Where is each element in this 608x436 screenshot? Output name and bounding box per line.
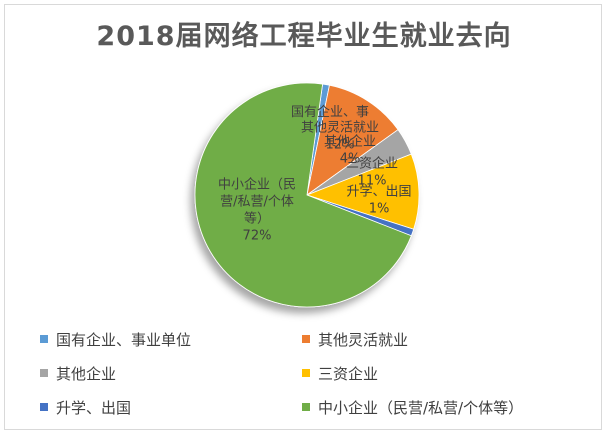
slice-data-label: 其他灵活就业 12%	[301, 121, 379, 153]
chart-legend: 国有企业、事业单位 其他灵活就业其他企业 三资企业升学、出国 中小企业（民营/私营/个…	[40, 328, 600, 418]
slice-data-label: 升学、出国 1%	[346, 184, 411, 217]
slice-data-label: 国有企业、事	[291, 104, 369, 120]
legend-item: 中小企业（民营/私营/个体等）	[302, 396, 564, 418]
legend-swatch	[40, 369, 48, 377]
legend-label: 升学、出国	[56, 398, 132, 417]
legend-label: 中小企业（民营/私营/个体等）	[318, 398, 524, 417]
legend-item: 其他企业	[40, 362, 302, 384]
legend-label: 三资企业	[318, 364, 379, 383]
slice-data-label: 其他企业 4%	[324, 134, 376, 167]
legend-item: 其他灵活就业	[302, 328, 564, 350]
legend-item: 三资企业	[302, 362, 564, 384]
pie-slice	[306, 84, 399, 196]
legend-item: 国有企业、事业单位	[40, 328, 302, 350]
legend-swatch	[40, 403, 48, 411]
chart-title: 2018届网络工程毕业生就业去向	[96, 21, 512, 52]
legend-item: 升学、出国	[40, 396, 302, 418]
pie-slice	[305, 153, 420, 230]
pie-slice	[194, 82, 412, 308]
legend-swatch	[302, 335, 310, 343]
slice-data-label: 三资企业 11%	[346, 156, 398, 189]
legend-label: 其他企业	[56, 364, 117, 383]
legend-swatch	[40, 335, 48, 343]
legend-label: 其他灵活就业	[318, 330, 409, 349]
legend-swatch	[302, 369, 310, 377]
legend-swatch	[302, 403, 310, 411]
legend-label: 国有企业、事业单位	[56, 330, 192, 349]
slice-data-label: 中小企业（民营/私营/个体等） 72%	[218, 177, 296, 244]
